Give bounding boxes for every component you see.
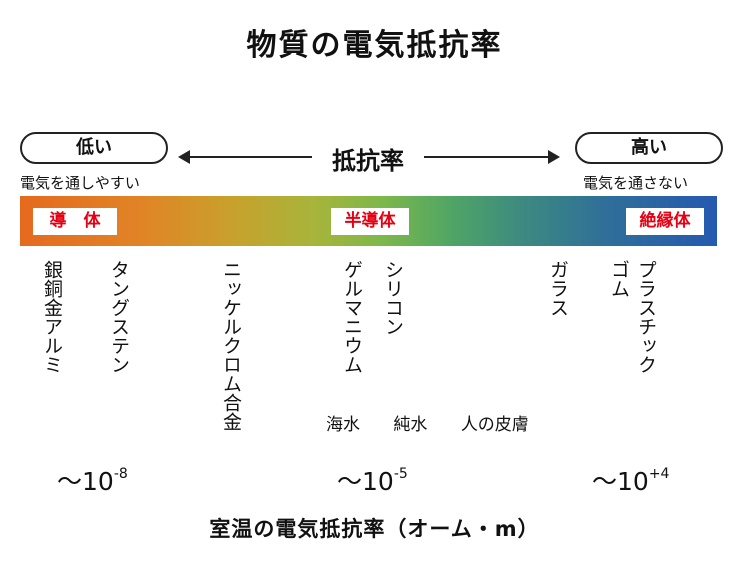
high-caption: 電気を通さない bbox=[583, 174, 689, 192]
scale-value-high: 〜10+4 bbox=[592, 466, 670, 496]
material-glass: ガラス bbox=[547, 260, 569, 317]
high-resistance-pill: 高い bbox=[575, 132, 723, 164]
conductor-badge: 導 体 bbox=[33, 208, 117, 235]
low-caption: 電気を通しやすい bbox=[20, 174, 140, 192]
low-resistance-pill: 低い bbox=[20, 132, 168, 164]
water-skin-row: 海水 純水 人の皮膚 bbox=[326, 410, 547, 435]
footer-caption: 室温の電気抵抗率（オーム・m） bbox=[209, 517, 540, 541]
material-plastic: プラスチック bbox=[635, 260, 657, 374]
semiconductor-badge: 半導体 bbox=[331, 208, 409, 235]
material-nichrome: ニッケルクロム合金 bbox=[220, 260, 242, 431]
material-tungsten: タングステン bbox=[108, 260, 130, 374]
insulator-badge: 絶縁体 bbox=[626, 208, 704, 235]
resistivity-label: 抵抗率 bbox=[332, 147, 404, 175]
scale-value-mid: 〜10-5 bbox=[337, 466, 408, 496]
left-arrow-line bbox=[188, 156, 312, 158]
material-seawater: 海水 bbox=[326, 415, 360, 435]
material-silver-copper-gold-aluminum: 銀銅金アルミ bbox=[41, 260, 63, 374]
scale-value-low: 〜10-8 bbox=[57, 466, 128, 496]
right-arrow-icon bbox=[548, 150, 560, 164]
material-rubber: ゴム bbox=[608, 260, 630, 298]
left-arrow-icon bbox=[178, 150, 190, 164]
right-arrow-line bbox=[424, 156, 548, 158]
material-germanium: ゲルマニウム bbox=[341, 260, 363, 374]
page-title: 物質の電気抵抗率 bbox=[246, 28, 503, 63]
material-human-skin: 人の皮膚 bbox=[460, 415, 529, 435]
material-pure-water: 純水 bbox=[393, 415, 428, 435]
material-silicon: シリコン bbox=[382, 260, 404, 336]
